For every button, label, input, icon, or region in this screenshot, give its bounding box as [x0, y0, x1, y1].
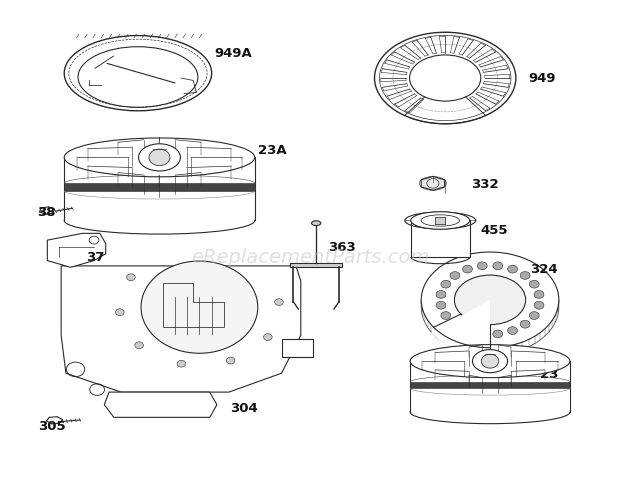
Polygon shape	[281, 339, 312, 357]
Circle shape	[534, 301, 544, 309]
Circle shape	[529, 280, 539, 288]
Circle shape	[481, 354, 499, 368]
Circle shape	[508, 265, 518, 273]
Circle shape	[493, 262, 503, 270]
Ellipse shape	[64, 207, 255, 234]
Ellipse shape	[411, 212, 470, 229]
Circle shape	[441, 280, 451, 288]
Text: 37: 37	[86, 251, 104, 264]
Bar	[411, 220, 470, 257]
Text: 38: 38	[37, 206, 55, 219]
Bar	[64, 158, 255, 220]
Text: 949: 949	[529, 72, 556, 84]
Text: 23: 23	[541, 368, 559, 381]
Wedge shape	[431, 300, 490, 356]
Circle shape	[508, 327, 518, 334]
Text: 23A: 23A	[258, 144, 286, 157]
Ellipse shape	[472, 350, 508, 373]
Circle shape	[493, 330, 503, 338]
Circle shape	[135, 342, 143, 349]
Polygon shape	[421, 176, 445, 191]
Circle shape	[529, 312, 539, 320]
Text: eReplacementParts.com: eReplacementParts.com	[191, 248, 429, 267]
Ellipse shape	[311, 221, 321, 225]
Circle shape	[520, 321, 530, 328]
Ellipse shape	[454, 275, 526, 325]
Polygon shape	[61, 266, 301, 392]
Bar	[290, 263, 342, 267]
Circle shape	[441, 312, 451, 320]
Circle shape	[463, 265, 472, 273]
Ellipse shape	[421, 252, 559, 348]
Bar	[64, 183, 255, 191]
Circle shape	[534, 291, 544, 299]
Circle shape	[115, 309, 124, 316]
Polygon shape	[104, 392, 217, 417]
Circle shape	[436, 301, 446, 309]
Polygon shape	[47, 233, 105, 267]
Bar	[410, 361, 570, 412]
Circle shape	[436, 291, 446, 299]
Circle shape	[149, 149, 170, 165]
Text: 324: 324	[530, 263, 557, 276]
Circle shape	[477, 262, 487, 270]
Ellipse shape	[138, 144, 180, 171]
Circle shape	[520, 272, 530, 279]
Bar	[410, 382, 570, 388]
Text: 455: 455	[481, 224, 508, 238]
Circle shape	[450, 272, 460, 279]
Bar	[435, 217, 445, 224]
Ellipse shape	[64, 138, 255, 177]
Text: 305: 305	[38, 420, 66, 433]
Circle shape	[275, 299, 283, 305]
Ellipse shape	[410, 345, 570, 378]
Circle shape	[177, 360, 186, 367]
Circle shape	[141, 261, 258, 353]
Text: 363: 363	[329, 242, 356, 254]
Circle shape	[226, 357, 235, 364]
Text: 304: 304	[230, 402, 258, 414]
Text: 332: 332	[471, 178, 498, 191]
Ellipse shape	[410, 401, 570, 424]
Text: 949A: 949A	[215, 47, 252, 60]
Circle shape	[264, 334, 272, 340]
Circle shape	[126, 274, 135, 281]
